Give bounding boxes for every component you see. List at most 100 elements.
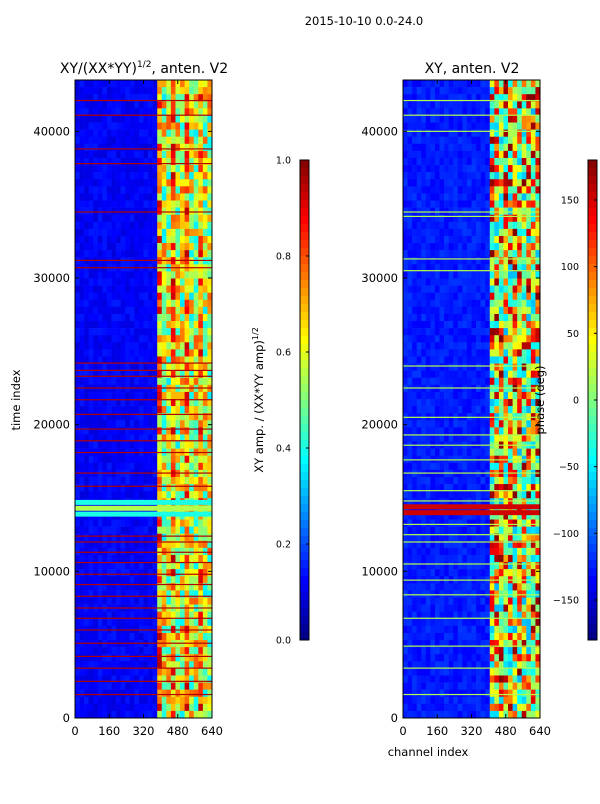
right-heatmap-cell bbox=[403, 208, 408, 215]
left-heatmap-cell bbox=[157, 328, 162, 335]
right-heatmap-cell bbox=[513, 278, 518, 285]
right-heatmap-cell bbox=[513, 115, 518, 122]
right-heatmap-cell bbox=[440, 193, 445, 200]
right-heatmap-cell bbox=[440, 236, 445, 243]
left-heatmap-cell bbox=[98, 293, 103, 300]
left-heatmap-cell bbox=[162, 193, 167, 200]
left-heatmap-cell bbox=[121, 534, 126, 541]
left-heatmap-cell bbox=[116, 335, 121, 342]
right-heatmap-cell bbox=[526, 286, 531, 293]
left-heatmap-cell bbox=[144, 576, 149, 583]
left-heatmap-cell bbox=[134, 87, 139, 94]
left-heatmap-cell bbox=[175, 137, 180, 144]
left-heatmap-cell bbox=[171, 654, 176, 661]
left-heatmap-cell bbox=[171, 477, 176, 484]
right-heatmap-cell bbox=[476, 392, 481, 399]
right-heatmap-cell bbox=[467, 477, 472, 484]
right-heatmap-cell bbox=[417, 137, 422, 144]
right-heatmap-cell bbox=[421, 527, 426, 534]
right-heatmap-cell bbox=[458, 186, 463, 193]
left-heatmap-cell bbox=[194, 654, 199, 661]
right-heatmap-cell bbox=[517, 491, 522, 498]
right-heatmap-cell bbox=[490, 335, 495, 342]
left-heatmap-cell bbox=[134, 427, 139, 434]
right-heatmap-cell bbox=[462, 250, 467, 257]
right-heatmap-cell bbox=[499, 257, 504, 264]
right-heatmap-cell bbox=[458, 300, 463, 307]
right-heatmap-cell bbox=[517, 229, 522, 236]
left-heatmap-cell bbox=[175, 654, 180, 661]
left-heatmap-cell bbox=[112, 172, 117, 179]
right-heatmap-cell bbox=[449, 243, 454, 250]
right-heatmap-cell bbox=[440, 342, 445, 349]
right-heatmap-cell bbox=[485, 477, 490, 484]
right-heatmap-cell bbox=[426, 562, 431, 569]
right-heatmap-cell bbox=[472, 364, 477, 371]
right-heatmap-cell bbox=[472, 193, 477, 200]
right-heatmap-cell bbox=[476, 399, 481, 406]
right-heatmap-cell bbox=[462, 378, 467, 385]
right-heatmap-cell bbox=[440, 293, 445, 300]
right-heatmap-cell bbox=[453, 278, 458, 285]
left-heatmap-cell bbox=[125, 491, 130, 498]
left-heatmap-cell bbox=[84, 101, 89, 108]
left-heatmap-cell bbox=[148, 293, 153, 300]
right-heatmap-cell bbox=[403, 250, 408, 257]
right-heatmap-cell bbox=[467, 364, 472, 371]
right-heatmap-cell bbox=[503, 87, 508, 94]
right-heatmap-cell bbox=[522, 158, 527, 165]
right-heatmap-cell bbox=[494, 491, 499, 498]
left-heatmap-cell bbox=[189, 321, 194, 328]
left-heatmap-cell bbox=[139, 647, 144, 654]
left-heatmap-cell bbox=[162, 534, 167, 541]
right-heatmap-cell bbox=[472, 491, 477, 498]
right-heatmap-cell bbox=[408, 250, 413, 257]
right-heatmap-cell bbox=[517, 520, 522, 527]
left-heatmap-cell bbox=[203, 491, 208, 498]
right-heatmap-cell bbox=[467, 257, 472, 264]
left-heatmap-cell bbox=[203, 137, 208, 144]
right-heatmap-cell bbox=[453, 399, 458, 406]
left-heatmap-cell bbox=[98, 130, 103, 137]
right-heatmap-cell bbox=[408, 356, 413, 363]
left-heatmap-cell bbox=[198, 647, 203, 654]
right-heatmap-cell bbox=[421, 349, 426, 356]
left-heatmap-cell bbox=[185, 491, 190, 498]
right-heatmap-cell bbox=[494, 278, 499, 285]
left-heatmap-cell bbox=[84, 229, 89, 236]
left-heatmap-cell bbox=[80, 442, 85, 449]
left-heatmap-cell bbox=[102, 371, 107, 378]
right-heatmap-cell bbox=[522, 87, 527, 94]
left-heatmap-cell bbox=[203, 172, 208, 179]
left-heatmap-cell bbox=[102, 463, 107, 470]
right-heatmap-cell bbox=[462, 293, 467, 300]
left-heatmap-cell bbox=[166, 569, 171, 576]
right-heatmap-cell bbox=[458, 278, 463, 285]
left-heatmap-cell bbox=[157, 619, 162, 626]
right-heatmap-cell bbox=[458, 201, 463, 208]
right-heatmap-cell bbox=[513, 165, 518, 172]
left-heatmap-cell bbox=[185, 690, 190, 697]
left-heatmap-cell bbox=[98, 619, 103, 626]
left-heatmap-cell bbox=[89, 271, 94, 278]
right-heatmap-cell bbox=[435, 349, 440, 356]
right-heatmap-cell bbox=[426, 569, 431, 576]
left-heatmap-cell bbox=[80, 293, 85, 300]
right-heatmap-cell bbox=[485, 158, 490, 165]
right-heatmap-cell bbox=[485, 80, 490, 87]
right-heatmap-cell bbox=[412, 236, 417, 243]
right-heatmap-cell bbox=[444, 364, 449, 371]
left-heatmap-cell bbox=[166, 229, 171, 236]
left-heatmap-cell bbox=[194, 151, 199, 158]
left-heatmap-cell bbox=[194, 597, 199, 604]
left-heatmap-cell bbox=[130, 186, 135, 193]
right-heatmap-cell bbox=[462, 101, 467, 108]
left-heatmap-cell bbox=[93, 314, 98, 321]
left-heatmap-cell bbox=[148, 463, 153, 470]
right-heatmap-cell bbox=[517, 115, 522, 122]
right-heatmap-cell bbox=[417, 569, 422, 576]
left-heatmap-cell bbox=[98, 697, 103, 704]
left-heatmap-cell bbox=[125, 427, 130, 434]
right-heatmap-cell bbox=[444, 229, 449, 236]
right-heatmap-cell bbox=[430, 342, 435, 349]
